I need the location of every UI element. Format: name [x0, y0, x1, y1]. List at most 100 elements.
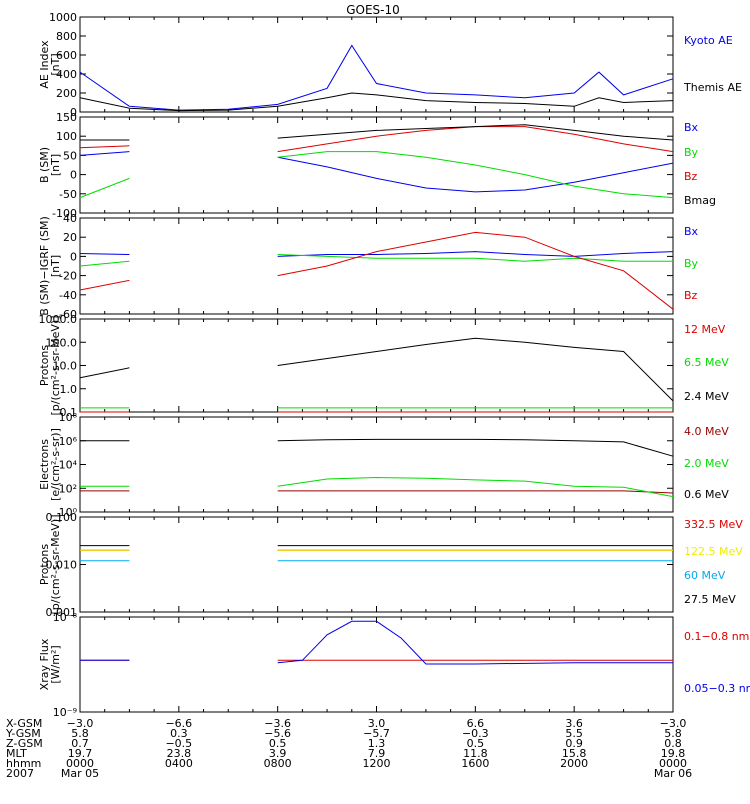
- legend-entry: Themis AE: [683, 81, 742, 94]
- series-line-blue: [79, 251, 674, 257]
- orbit-cell: 1600: [461, 757, 489, 770]
- orbit-cell: 0000: [659, 757, 687, 770]
- y-tick-label: 0: [70, 250, 77, 263]
- y-tick-label: 0.100: [46, 511, 78, 524]
- legend-entry: 2.4 MeV: [684, 390, 729, 403]
- orbit-cell: 1200: [363, 757, 391, 770]
- orbit-cell: 0000: [66, 757, 94, 770]
- y-axis-label-line: Electrons: [38, 439, 51, 490]
- orbit-cell: 0.5: [269, 737, 287, 750]
- orbit-cell: −5.7: [363, 727, 390, 740]
- series-line-red: [79, 231, 674, 310]
- legend-entry: Bx: [684, 121, 699, 134]
- orbit-cell: 19.7: [68, 747, 93, 760]
- y-axis-label: Xray Flux[W/m²]: [38, 638, 62, 690]
- y-tick-label: 800: [56, 30, 77, 43]
- orbit-row-label: MLT: [6, 747, 27, 760]
- y-tick-label: 0: [70, 169, 77, 182]
- orbit-row-label: hhmm: [6, 757, 41, 770]
- y-tick-label: 400: [56, 68, 77, 81]
- orbit-cell: 3.6: [565, 717, 583, 730]
- y-tick-label: 0.001: [46, 606, 78, 619]
- orbit-cell: 2000: [560, 757, 588, 770]
- y-tick-label: 10⁴: [59, 459, 78, 472]
- series-line-black: [80, 124, 674, 141]
- orbit-cell: 11.8: [463, 747, 488, 760]
- legend-entry: Bz: [684, 289, 698, 302]
- y-tick-label: 40: [63, 212, 77, 225]
- y-tick-label: 10⁻⁸: [53, 611, 78, 624]
- legend-entry: 6.5 MeV: [684, 356, 729, 369]
- panel-protons_low: 0.11.010.0100.01000.0Protons[p/(cm²-s-sr…: [38, 313, 729, 419]
- orbit-cell: −5.6: [264, 727, 291, 740]
- y-axis-label: Protons[p/(cm²-s-sr-MeV)]: [38, 316, 62, 416]
- legend-entry: 0.6 MeV: [684, 488, 729, 501]
- panel-frame: [79, 416, 674, 513]
- figure-title: GOES-10: [346, 3, 400, 17]
- legend-entry: 27.5 MeV: [684, 593, 736, 606]
- legend-entry: Kyoto AE: [684, 34, 733, 47]
- orbit-cell: 5.8: [71, 727, 89, 740]
- legend-entry: 60 MeV: [684, 569, 726, 582]
- y-tick-label: 1000.0: [39, 313, 78, 326]
- series-line-blue: [79, 151, 674, 193]
- y-tick-label: 100.0: [46, 336, 78, 349]
- panel-protons_high: 0.001 0.010 0.100Protons[p/(cm²-s-sr-MeV)]…: [38, 511, 743, 619]
- orbit-cell: 3.0: [368, 717, 386, 730]
- orbit-cell: 0.3: [170, 727, 188, 740]
- orbit-cell: −0.5: [165, 737, 192, 750]
- panel-frame: [79, 16, 674, 113]
- legend-entry: Bz: [684, 170, 698, 183]
- series-line-green: [79, 151, 674, 199]
- legend-entry: 0.1−0.8 nm: [684, 630, 749, 643]
- orbit-cell: 19.8: [661, 747, 686, 760]
- y-axis-label-line: [nT]: [49, 154, 62, 176]
- orbit-cell: 3.9: [269, 747, 287, 760]
- y-tick-label: 50: [63, 149, 77, 162]
- series-line-black: [80, 438, 674, 457]
- y-tick-label: 200: [56, 87, 77, 100]
- legend-entry: 0.05−0.3 nm: [684, 682, 750, 695]
- orbit-table: X-GSMY-GSMZ-GSMMLThhmm2007−3.05.80.719.7…: [5, 717, 692, 780]
- series-line-green: [80, 476, 674, 498]
- y-axis-label: AE Index[nT]: [38, 40, 62, 89]
- y-axis-label: Protons[p/(cm²-s-sr-MeV)]: [38, 515, 62, 615]
- series-line-black: [79, 92, 674, 112]
- y-tick-label: 10⁻⁹: [53, 706, 77, 719]
- orbit-row-label: Z-GSM: [6, 737, 43, 750]
- legend-entry: Bmag: [684, 194, 716, 207]
- series-line-blue: [79, 44, 674, 111]
- y-tick-label: 10.0: [53, 360, 78, 373]
- legend-entry: 2.0 MeV: [684, 457, 729, 470]
- y-axis-label-line: B (SM): [38, 147, 51, 183]
- series-line-blue: [80, 620, 673, 665]
- orbit-cell: 0.9: [565, 737, 583, 750]
- panel-frame: [79, 318, 674, 413]
- panel-electrons: 10⁰ 10² 10⁴ 10⁶ 10⁸ Electrons[e/(cm²-s-sr)] 4.…: [38, 411, 729, 519]
- orbit-cell: 0.7: [71, 737, 89, 750]
- y-tick-label: 10⁰: [59, 506, 78, 519]
- orbit-cell: −3.0: [67, 717, 94, 730]
- legend-entry: Bx: [684, 225, 699, 238]
- y-tick-label: 0.1: [60, 406, 78, 419]
- orbit-row-label: X-GSM: [6, 717, 42, 730]
- y-tick-label: 10²: [59, 482, 77, 495]
- panel-frame: [79, 217, 674, 315]
- orbit-cell: 7.9: [368, 747, 386, 760]
- orbit-cell: 23.8: [167, 747, 192, 760]
- y-axis-label-line: Protons: [38, 544, 51, 585]
- orbit-cell: −3.0: [660, 717, 687, 730]
- y-tick-label: -50: [59, 188, 77, 201]
- y-axis-label-line: Protons: [38, 345, 51, 386]
- legend-entry: 12 MeV: [684, 323, 726, 336]
- orbit-cell: 0400: [165, 757, 193, 770]
- orbit-cell: Mar 05: [61, 767, 99, 780]
- y-tick-label: 0.010: [46, 559, 78, 572]
- series-line-darkred: [80, 490, 674, 494]
- y-axis-label: B (SM)−IGRF (SM)[nT]: [38, 216, 62, 316]
- y-tick-label: -100: [52, 207, 77, 220]
